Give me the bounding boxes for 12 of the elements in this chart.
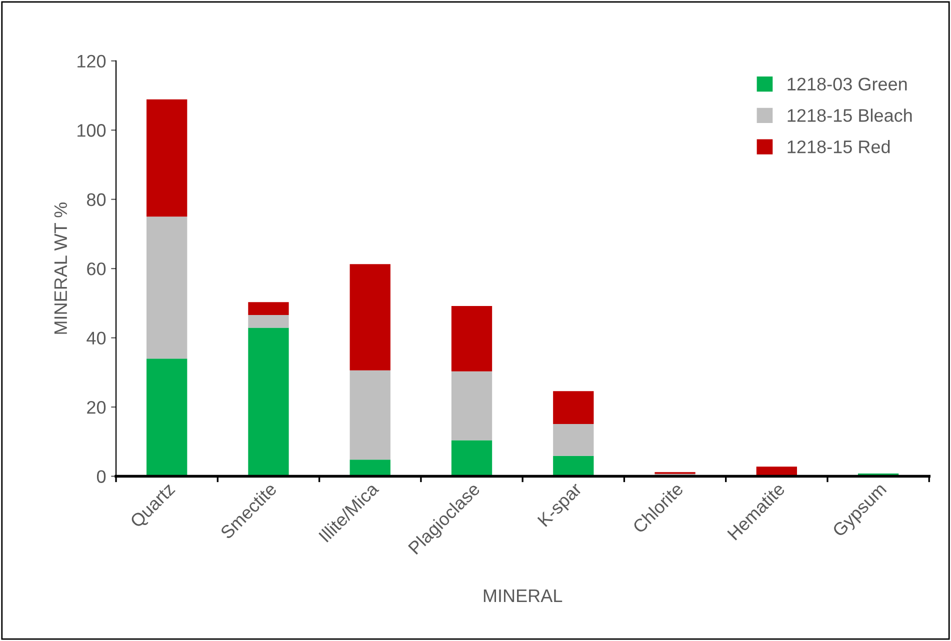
legend-label: 1218-03 Green [788,78,907,91]
y-tick-label: 80 [87,193,106,206]
y-tick-label: 120 [78,54,106,68]
y-tick-label: 60 [87,262,106,276]
y-tick-label: 100 [78,124,106,137]
y-tick-label: 0 [96,470,106,483]
y-tick-label: 40 [86,332,106,345]
y-tick-label: 20 [87,400,106,414]
y-axis-title: MINERAL WT % [54,202,67,334]
legend-label: 1218-15 Red [788,140,890,154]
legend-label: 1218-15 Bleach [788,108,912,122]
x-axis-title: MINERAL [484,590,562,602]
